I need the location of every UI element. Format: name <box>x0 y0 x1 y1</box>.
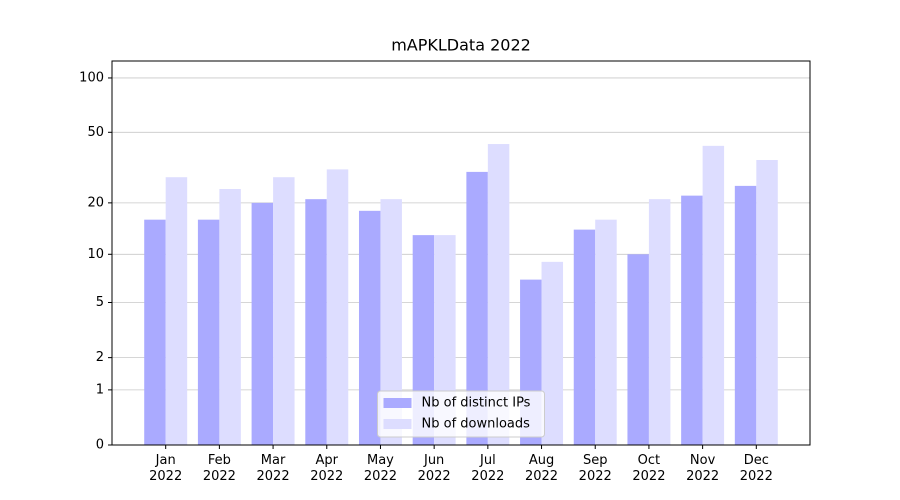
x-tick-label: Aug 2022 <box>524 453 559 484</box>
legend-frame <box>377 390 545 438</box>
bar <box>197 219 220 445</box>
x-tick-label: Nov 2022 <box>686 453 720 484</box>
y-tick-label: 5 <box>96 295 104 310</box>
bar <box>541 261 564 445</box>
bar <box>305 199 327 445</box>
x-tick-label: Mar 2022 <box>256 453 290 484</box>
legend-label: Nb of distinct IPs <box>422 396 531 411</box>
y-tick-label: 1 <box>96 382 104 397</box>
x-tick-label: Jan 2022 <box>149 453 183 484</box>
x-tick-label: Oct 2022 <box>632 453 666 484</box>
bar <box>756 159 778 445</box>
bar <box>219 189 241 445</box>
x-tick-label: Jul 2022 <box>471 453 505 484</box>
bar <box>466 171 488 445</box>
bar <box>326 169 349 445</box>
y-tick-label: 20 <box>87 195 104 210</box>
bar <box>251 202 274 445</box>
chart-title: mAPKLData 2022 <box>391 36 531 55</box>
x-tick-label: Dec 2022 <box>739 453 773 484</box>
bar <box>702 145 725 445</box>
x-tick-label: Sep 2022 <box>578 453 612 484</box>
y-tick-label: 10 <box>87 247 104 262</box>
bar <box>144 219 166 445</box>
y-tick-label: 50 <box>87 125 104 140</box>
bar <box>380 199 402 445</box>
bar <box>734 185 757 445</box>
bar <box>273 177 295 445</box>
plot-frame <box>111 60 811 446</box>
legend-label: Nb of downloads <box>422 417 531 432</box>
y-tick-label: 2 <box>96 350 104 365</box>
y-tick-label: 100 <box>79 70 104 85</box>
bar <box>681 195 703 445</box>
y-tick-label: 0 <box>96 438 104 453</box>
legend-swatch <box>383 398 412 408</box>
bar <box>487 144 510 445</box>
bar <box>358 210 381 445</box>
bar <box>648 199 671 445</box>
bar <box>573 229 596 445</box>
bar <box>595 219 617 445</box>
x-tick-label: May 2022 <box>363 453 397 484</box>
bar <box>165 177 188 445</box>
legend: Nb of distinct IPs Nb of downloads <box>377 390 545 438</box>
x-tick-label: Apr 2022 <box>310 453 344 484</box>
bar <box>627 254 649 445</box>
x-tick-label: Feb 2022 <box>202 453 236 484</box>
legend-swatch <box>383 419 412 429</box>
x-tick-label: Jun 2022 <box>417 453 451 484</box>
